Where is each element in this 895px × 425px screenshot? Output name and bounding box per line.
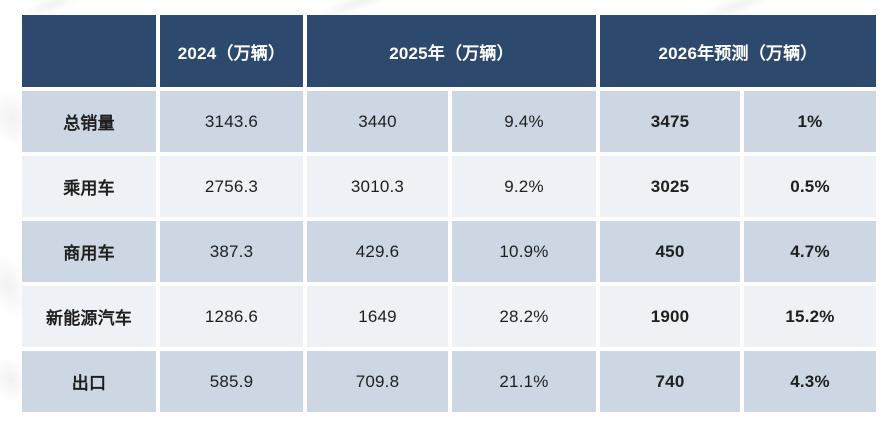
cell-2025-value: 1649 [307, 286, 448, 347]
cell-2024-value: 1286.6 [160, 286, 303, 347]
cell-2025-growth: 9.2% [452, 156, 596, 217]
cell-2026-value: 740 [600, 351, 740, 412]
header-2026-forecast: 2026年预测（万辆） [600, 15, 876, 87]
cell-2024-value: 585.9 [160, 351, 303, 412]
cell-2026-value: 450 [600, 221, 740, 282]
cell-2026-value: 3475 [600, 91, 740, 152]
header-2024: 2024（万辆） [160, 15, 303, 87]
cell-2025-value: 3010.3 [307, 156, 448, 217]
cell-2026-growth: 15.2% [744, 286, 876, 347]
cell-2026-value: 3025 [600, 156, 740, 217]
row-label-exports: 出口 [22, 351, 156, 412]
cell-2024-value: 3143.6 [160, 91, 303, 152]
cell-2024-value: 2756.3 [160, 156, 303, 217]
cell-2025-value: 709.8 [307, 351, 448, 412]
cell-2026-value: 1900 [600, 286, 740, 347]
cell-2026-growth: 0.5% [744, 156, 876, 217]
cell-2025-growth: 9.4% [452, 91, 596, 152]
row-label-commercial-vehicles: 商用车 [22, 221, 156, 282]
cell-2024-value: 387.3 [160, 221, 303, 282]
cell-2026-growth: 4.3% [744, 351, 876, 412]
row-label-total-sales: 总销量 [22, 91, 156, 152]
cell-2025-growth: 10.9% [452, 221, 596, 282]
vehicle-sales-forecast-table: 2024（万辆） 2025年（万辆） 2026年预测（万辆） 总销量 3143.… [22, 15, 876, 412]
header-2025: 2025年（万辆） [307, 15, 596, 87]
cell-2025-growth: 28.2% [452, 286, 596, 347]
cell-2025-growth: 21.1% [452, 351, 596, 412]
header-corner-cell [22, 15, 156, 87]
cell-2025-value: 3440 [307, 91, 448, 152]
cell-2026-growth: 4.7% [744, 221, 876, 282]
cell-2025-value: 429.6 [307, 221, 448, 282]
cell-2026-growth: 1% [744, 91, 876, 152]
row-label-nev: 新能源汽车 [22, 286, 156, 347]
row-label-passenger-vehicles: 乘用车 [22, 156, 156, 217]
